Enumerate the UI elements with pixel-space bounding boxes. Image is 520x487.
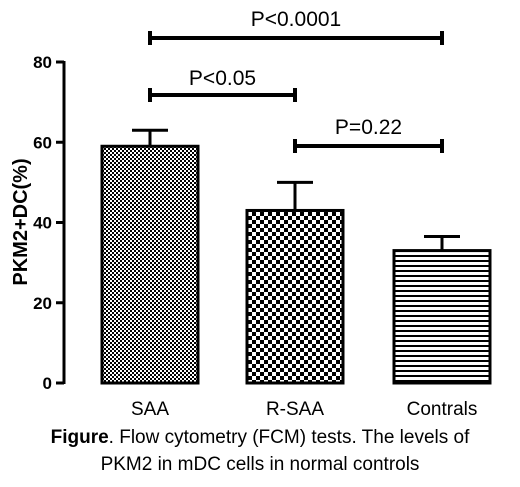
y-tick-label: 60: [33, 133, 52, 152]
y-tick-label: 80: [33, 53, 52, 72]
caption-line-2: PKM2 in mDC cells in normal controls: [100, 454, 420, 475]
significance-label: P<0.0001: [251, 8, 342, 31]
caption-line-1: Figure. Flow cytometry (FCM) tests. The …: [0, 424, 520, 451]
x-category-label: R-SAA: [266, 399, 324, 420]
significance-label: P=0.22: [335, 116, 402, 139]
y-axis-label: PKM2+DC(%): [10, 158, 32, 285]
y-tick-label: 0: [43, 374, 52, 393]
x-category-label: SAA: [131, 399, 169, 420]
y-tick-label: 40: [33, 214, 52, 233]
y-tick-label: 20: [33, 294, 52, 313]
significance-label: P<0.05: [189, 67, 256, 90]
caption-label: Figure: [50, 427, 109, 448]
figure-caption: Figure. Flow cytometry (FCM) tests. The …: [0, 424, 520, 478]
caption-text-1: . Flow cytometry (FCM) tests. The levels…: [108, 427, 470, 448]
significance-brackets: P<0.0001 P<0.05 P=0.22: [148, 8, 444, 153]
bar-r-saa: [245, 208, 345, 385]
bar-chart: 0 20 40 60 80 P<0.0001 P<0.05 P=0.22 SAA R-SAA C…: [10, 8, 492, 420]
x-category-label: Contrals: [407, 399, 478, 420]
x-axis-labels: SAA R-SAA Contrals: [131, 399, 477, 420]
bar-contrals: [392, 249, 492, 385]
bars: [100, 128, 492, 385]
bar-saa: [100, 144, 200, 385]
y-axis: 0 20 40 60 80: [33, 53, 66, 393]
